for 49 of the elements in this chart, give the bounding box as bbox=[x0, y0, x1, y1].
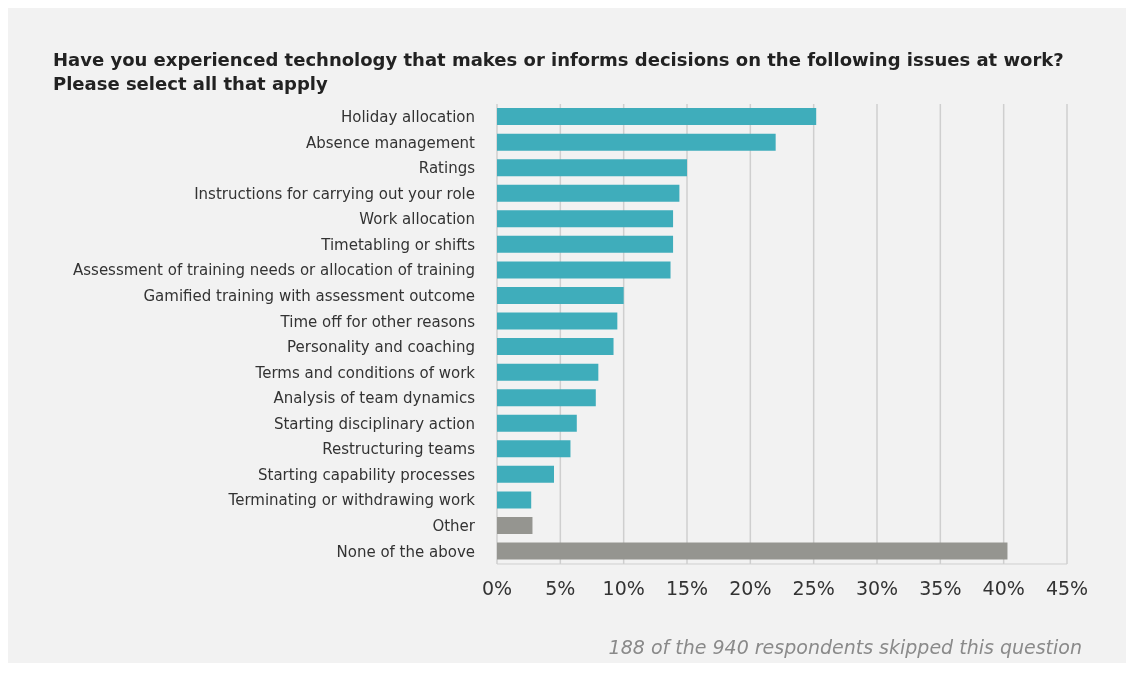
y-tick-label: Starting capability processes bbox=[258, 465, 476, 484]
bar bbox=[497, 414, 577, 432]
bar bbox=[497, 516, 533, 534]
x-tick-label: 20% bbox=[729, 577, 772, 600]
y-tick-label: Time off for other reasons bbox=[279, 312, 476, 331]
bar bbox=[497, 286, 624, 304]
y-tick-label: Restructuring teams bbox=[322, 440, 476, 459]
bar bbox=[497, 542, 1008, 560]
x-tick-label: 25% bbox=[792, 577, 835, 600]
x-tick-label: 35% bbox=[919, 577, 962, 600]
bar bbox=[497, 210, 674, 228]
bar bbox=[497, 389, 596, 407]
bar bbox=[497, 108, 817, 126]
x-tick-label: 15% bbox=[665, 577, 709, 600]
bar bbox=[497, 235, 674, 253]
bar bbox=[497, 440, 571, 458]
bar bbox=[497, 491, 532, 509]
y-tick-label: Instructions for carrying out your role bbox=[194, 184, 475, 203]
bar bbox=[497, 159, 687, 177]
y-tick-label: Analysis of team dynamics bbox=[273, 389, 476, 408]
x-tick-label: 10% bbox=[602, 577, 645, 600]
y-tick-label: Assessment of training needs or allocation of training bbox=[72, 261, 475, 280]
y-tick-label: Terms and conditions of work bbox=[254, 363, 476, 382]
x-tick-label: 40% bbox=[982, 577, 1025, 600]
y-tick-label: Timetabling or shifts bbox=[320, 235, 476, 254]
chart-title: Have you experienced technology that makes or informs decisions on the following issues at work? bbox=[53, 48, 1064, 72]
bar bbox=[497, 312, 618, 330]
y-tick-label: Starting disciplinary action bbox=[273, 414, 475, 433]
y-tick-label: Terminating or withdrawing work bbox=[227, 491, 476, 510]
y-tick-label: Gamified training with assessment outcome bbox=[143, 286, 475, 305]
text: Please select all that apply bbox=[53, 72, 329, 96]
y-tick-label: None of the above bbox=[336, 542, 475, 561]
text: 188 of the 940 respondents skipped this question bbox=[608, 636, 1082, 658]
bar bbox=[497, 363, 599, 381]
bar bbox=[497, 338, 614, 356]
y-tick-label: Holiday allocation bbox=[340, 108, 475, 127]
y-tick-label: Work allocation bbox=[359, 210, 475, 229]
bar bbox=[497, 261, 671, 279]
bar bbox=[497, 133, 776, 151]
y-tick-label: Absence management bbox=[305, 133, 476, 152]
x-tick-label: 5% bbox=[545, 577, 576, 600]
x-tick-label: 0% bbox=[481, 577, 513, 600]
x-tick-label: 45% bbox=[1045, 577, 1089, 600]
x-tick-label: 30% bbox=[855, 577, 899, 600]
y-tick-label: Other bbox=[432, 516, 476, 535]
y-tick-label: Personality and coaching bbox=[286, 338, 475, 357]
y-tick-label: Ratings bbox=[418, 159, 476, 178]
bar bbox=[497, 465, 554, 483]
bar bbox=[497, 184, 680, 202]
